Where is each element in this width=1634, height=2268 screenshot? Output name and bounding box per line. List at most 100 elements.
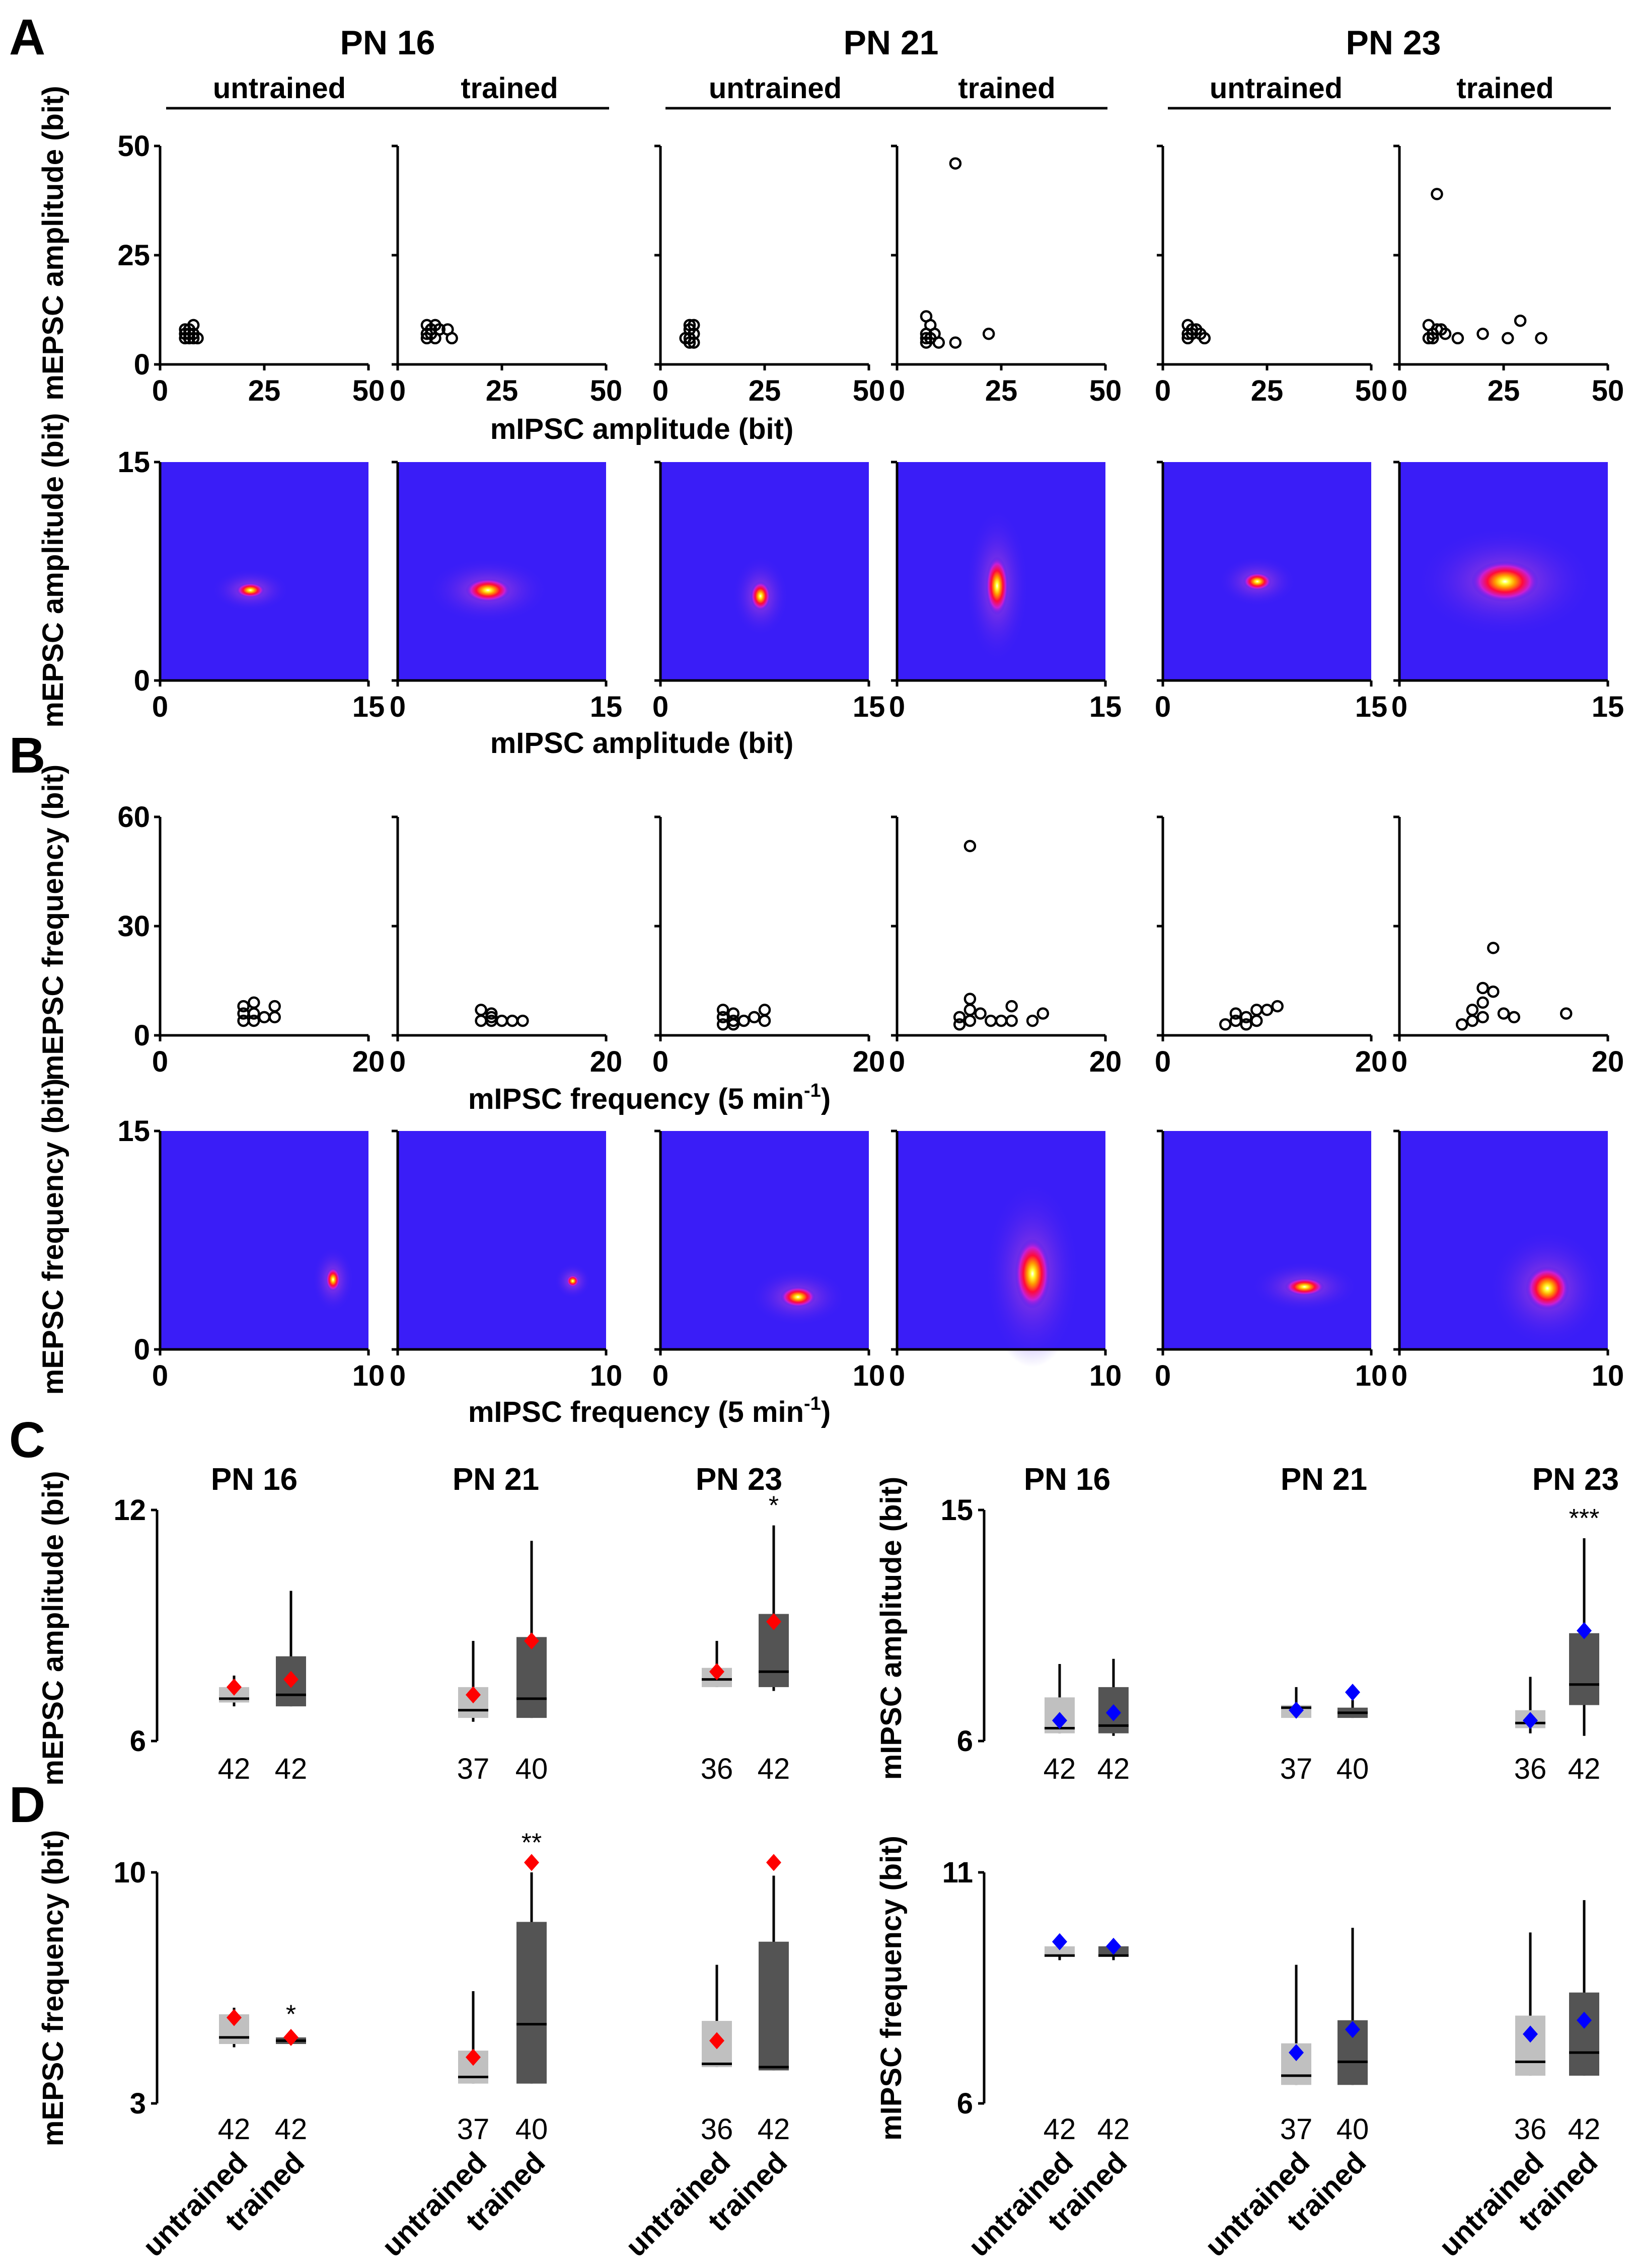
x-tick-label: 20 <box>1355 1045 1388 1078</box>
x-tick-label: 50 <box>352 374 385 407</box>
y-axis-label: mEPSC amplitude (bit) <box>37 1471 69 1785</box>
x-tick-label: 15 <box>1089 691 1122 723</box>
mean-marker <box>1577 1622 1592 1639</box>
heatmap-background <box>398 1131 606 1349</box>
x-tick-label: 0 <box>652 691 669 723</box>
mean-marker <box>709 2032 724 2050</box>
data-point <box>1005 1014 1018 1027</box>
group-header-pn21: PN 21 <box>844 24 939 62</box>
condition-label: trained <box>1456 72 1553 105</box>
data-point <box>420 319 433 332</box>
group-label: PN 16 <box>211 1462 298 1497</box>
panel-label-a: A <box>9 9 45 65</box>
y-axis-label: mEPSC frequency (bit) <box>37 765 69 1081</box>
data-point <box>1240 1011 1252 1024</box>
data-point <box>1502 332 1514 345</box>
data-point <box>1219 1018 1232 1031</box>
x-tick-label: 0 <box>1391 691 1407 723</box>
data-point <box>727 1007 740 1020</box>
y-tick-label: 6 <box>957 2087 973 2120</box>
data-point <box>1487 985 1500 998</box>
significance-marker: * <box>769 1491 779 1521</box>
panel-label-b: B <box>9 727 45 784</box>
y-tick-label: 50 <box>117 130 150 163</box>
mean-marker <box>1289 2044 1304 2062</box>
x-tick-label: 0 <box>652 374 669 407</box>
mean-marker <box>227 1678 242 1696</box>
mean-marker <box>466 1686 481 1704</box>
data-point <box>187 332 200 345</box>
x-tick-label: 10 <box>1592 1359 1624 1392</box>
heatmap-peak <box>236 582 265 598</box>
data-point <box>258 1011 271 1024</box>
axis-line <box>396 146 606 366</box>
x-tick-label: 0 <box>889 691 905 723</box>
data-point <box>1514 314 1527 327</box>
data-point <box>1431 188 1443 200</box>
y-axis-label: mEPSC amplitude (bit) <box>37 413 69 727</box>
x-tick-label: 15 <box>352 691 385 723</box>
sample-size-label: 40 <box>515 2113 548 2146</box>
heatmap-peak <box>1243 572 1272 590</box>
x-tick-label: 15 <box>1355 691 1388 723</box>
x-axis-label: mIPSC amplitude (bit) <box>490 413 794 445</box>
x-tick-label: 20 <box>1089 1045 1122 1078</box>
data-point <box>1422 319 1435 332</box>
data-point <box>687 319 700 332</box>
mean-marker <box>1106 1937 1121 1955</box>
x-tick-label: 25 <box>248 374 281 407</box>
axis-line <box>159 146 368 366</box>
axis-line <box>1398 817 1608 1037</box>
data-point <box>506 1014 518 1027</box>
x-tick-label: 15 <box>1592 691 1624 723</box>
axis-line <box>159 817 368 1037</box>
sample-size-label: 42 <box>1044 1753 1076 1785</box>
data-point <box>1181 327 1194 340</box>
data-point <box>1271 1000 1284 1013</box>
box <box>516 1637 547 1718</box>
data-point <box>953 1018 966 1031</box>
x-tick-label: 25 <box>1488 374 1520 407</box>
data-point <box>748 1011 761 1024</box>
data-point <box>485 1011 498 1024</box>
x-tick-label: 0 <box>652 1045 669 1078</box>
data-point <box>963 1004 977 1016</box>
mean-marker <box>1289 1701 1304 1719</box>
data-point <box>963 840 977 853</box>
data-point <box>985 1014 997 1027</box>
group-label: PN 23 <box>1532 1462 1619 1497</box>
sample-size-label: 42 <box>218 1753 251 1785</box>
x-tick-label: 10 <box>1355 1359 1388 1392</box>
x-tick-label: 15 <box>853 691 885 723</box>
data-point <box>237 1000 250 1013</box>
x-tick-label: 15 <box>590 691 623 723</box>
data-point <box>1497 1007 1510 1020</box>
x-tick-label: 0 <box>152 374 168 407</box>
data-point <box>1229 1007 1242 1020</box>
y-tick-label: 15 <box>117 1115 150 1148</box>
axis-line <box>1398 146 1608 366</box>
x-tick-label: 0 <box>889 374 905 407</box>
sample-size-label: 42 <box>1097 2113 1130 2146</box>
heatmap-peak <box>1471 561 1539 602</box>
data-point <box>1198 332 1211 345</box>
data-point <box>1229 1014 1242 1027</box>
data-point <box>485 1007 498 1020</box>
heatmap-peak <box>566 1275 579 1287</box>
x-tick-label: 10 <box>1089 1359 1122 1392</box>
x-tick-label: 0 <box>1391 1359 1407 1392</box>
group-header-pn16: PN 16 <box>340 24 435 62</box>
sample-size-label: 40 <box>515 1753 548 1785</box>
group-label: PN 23 <box>696 1462 782 1497</box>
sample-size-label: 42 <box>758 1753 790 1785</box>
y-tick-label: 0 <box>134 1019 150 1052</box>
axis-line <box>659 817 869 1037</box>
mean-marker <box>1523 2025 1538 2043</box>
heatmap-background <box>160 1131 368 1349</box>
heatmap-peak <box>1525 1266 1570 1311</box>
